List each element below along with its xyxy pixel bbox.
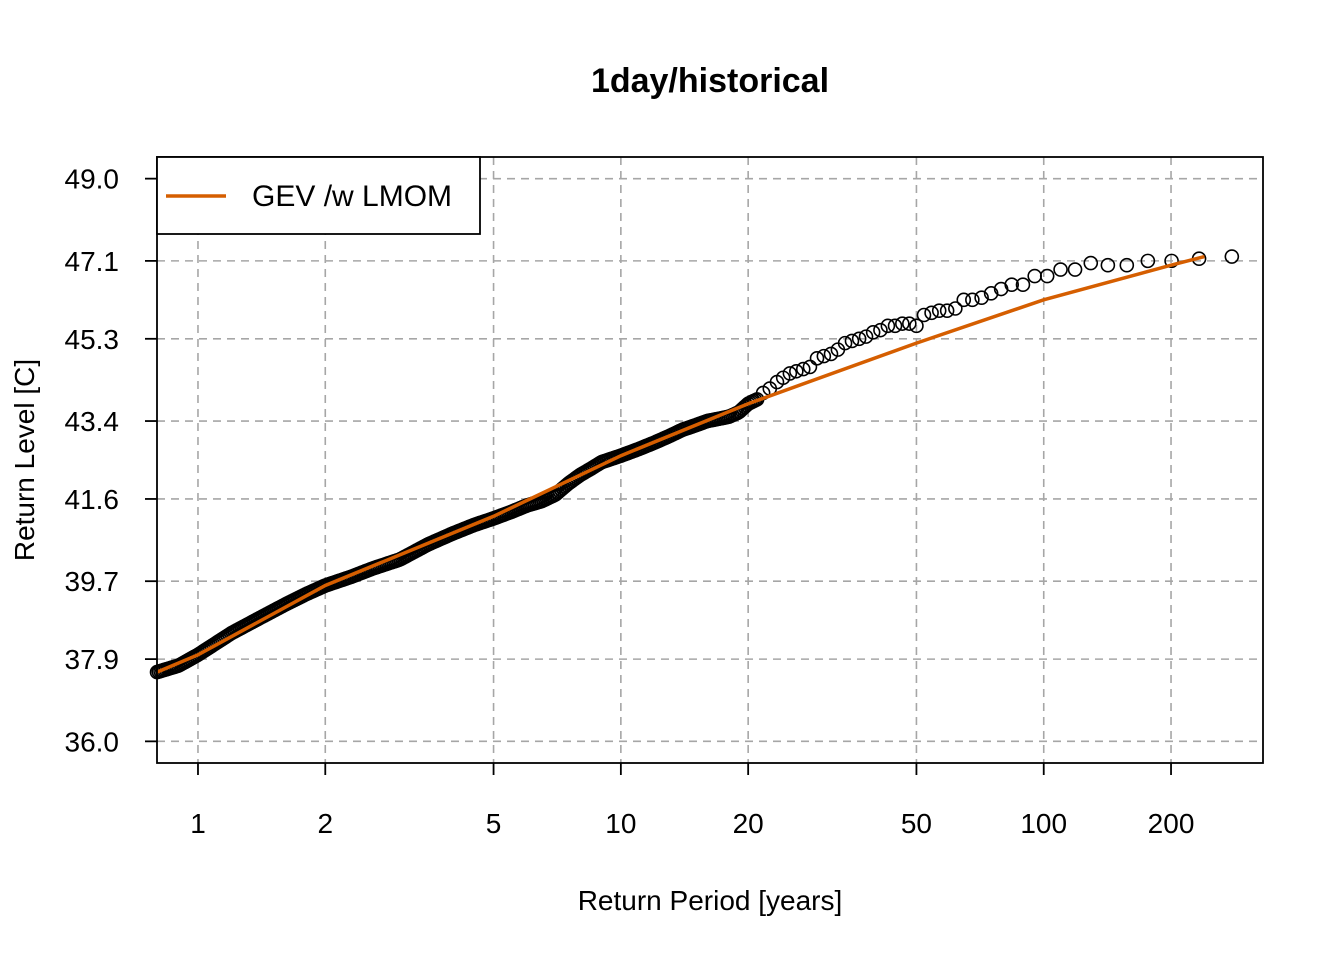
data-point <box>1039 268 1055 284</box>
x-tick-label: 1 <box>190 808 206 839</box>
plot-frame <box>156 156 1264 764</box>
data-point <box>1164 253 1179 269</box>
data-point <box>974 290 989 305</box>
data-point <box>795 361 811 377</box>
y-tick-label: 37.9 <box>65 644 120 675</box>
data-point <box>931 303 947 318</box>
data-point <box>1224 249 1240 264</box>
y-tick-label: 39.7 <box>65 566 120 597</box>
legend-entry-gev: GEV /w LMOM <box>252 180 452 213</box>
data-point <box>939 303 955 318</box>
data-point <box>887 318 903 334</box>
y-tick-label: 43.4 <box>65 406 120 437</box>
data-point <box>789 363 804 379</box>
data-point <box>1015 277 1031 292</box>
data-point <box>924 305 939 321</box>
data-point <box>782 366 798 381</box>
data-point <box>1053 262 1068 277</box>
data-point <box>965 292 980 308</box>
y-tick-label: 49.0 <box>65 164 120 195</box>
data-point <box>916 307 932 323</box>
y-tick-label: 47.1 <box>65 246 120 277</box>
data-point <box>1027 268 1042 284</box>
data-point <box>865 325 881 340</box>
x-tick-label: 50 <box>901 808 932 839</box>
data-point <box>1140 253 1156 269</box>
chart-title: 1day/historical <box>591 62 829 100</box>
x-tick-label: 200 <box>1148 808 1195 839</box>
data-point <box>844 333 860 349</box>
data-point <box>880 318 896 334</box>
y-tick-label: 45.3 <box>65 324 120 355</box>
data-point <box>909 318 924 334</box>
data-point <box>816 348 832 364</box>
data-point <box>948 301 963 316</box>
data-point <box>895 316 910 331</box>
x-axis-label: Return Period [years] <box>578 885 843 916</box>
x-tick-label: 2 <box>317 808 333 839</box>
data-point <box>1100 257 1116 273</box>
grid-layer <box>157 157 1263 763</box>
data-layer <box>149 249 1240 680</box>
x-tick-label: 100 <box>1020 808 1067 839</box>
data-point <box>902 316 917 331</box>
data-point <box>873 322 888 338</box>
data-point <box>858 329 874 344</box>
data-point <box>983 286 999 301</box>
y-tick-label: 41.6 <box>65 484 120 515</box>
gev-fit-line <box>156 254 1205 674</box>
data-point <box>1083 255 1099 271</box>
y-tick-label: 36.0 <box>65 726 120 757</box>
data-point <box>851 331 867 347</box>
data-point <box>837 335 853 351</box>
y-axis-label: Return Level [C] <box>9 359 40 561</box>
data-point <box>1004 277 1020 292</box>
x-tick-label: 10 <box>605 808 636 839</box>
data-point <box>1119 257 1135 273</box>
data-point <box>802 359 818 375</box>
x-tick-label: 20 <box>733 808 764 839</box>
legend: GEV /w LMOM <box>156 156 481 235</box>
x-tick-label: 5 <box>486 808 502 839</box>
axis-layer: 1 2 5 10 20 50 100 200 36.0 37.9 39.7 41.6 43.4 45.3 4… <box>65 164 1195 839</box>
data-point <box>956 292 972 308</box>
data-point <box>1067 262 1083 277</box>
data-point <box>809 350 825 366</box>
